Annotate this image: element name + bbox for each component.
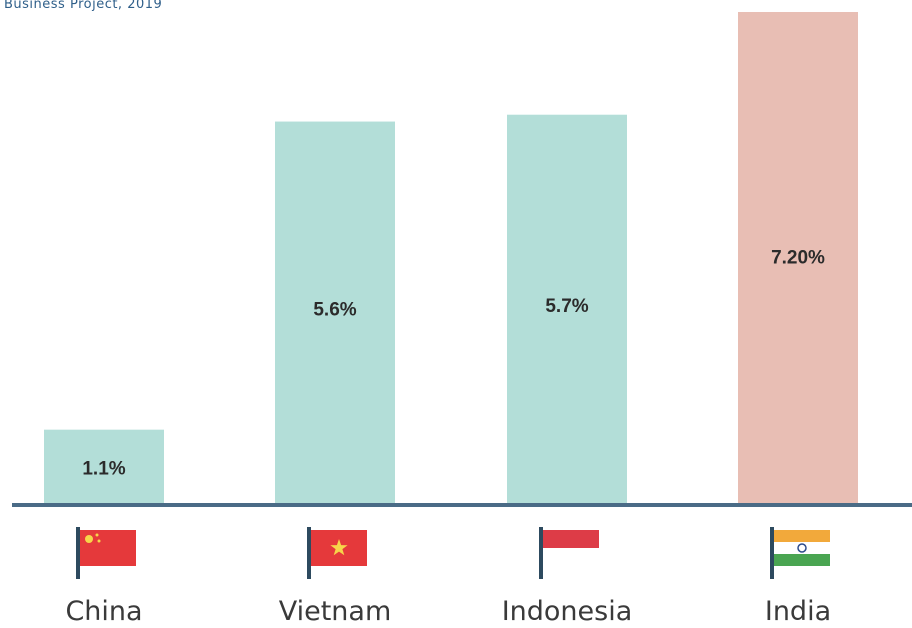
data-labels-group: 1.1% 5.6% 5.7% 7.20% [82, 247, 825, 479]
indonesia-flag-icon [539, 527, 599, 579]
category-labels-group: China Vietnam Indonesia India [65, 596, 831, 627]
flags-group [76, 527, 830, 579]
bar-china [44, 429, 164, 505]
bar-india [738, 12, 858, 505]
category-label-vietnam: Vietnam [279, 596, 392, 627]
data-label-china: 1.1% [82, 458, 125, 479]
bars-group [44, 12, 858, 506]
vietnam-flag-icon [307, 527, 367, 579]
data-label-india: 7.20% [771, 247, 825, 268]
india-flag-icon [770, 527, 830, 579]
china-flag-icon [76, 527, 136, 579]
bar-vietnam [275, 121, 395, 506]
source-note: Business Project, 2019 [4, 0, 162, 12]
category-label-india: India [765, 596, 831, 627]
bar-indonesia [507, 114, 627, 505]
category-label-indonesia: Indonesia [502, 596, 633, 627]
category-label-china: China [65, 596, 142, 627]
data-label-indonesia: 5.7% [545, 296, 588, 317]
data-label-vietnam: 5.6% [313, 299, 356, 320]
